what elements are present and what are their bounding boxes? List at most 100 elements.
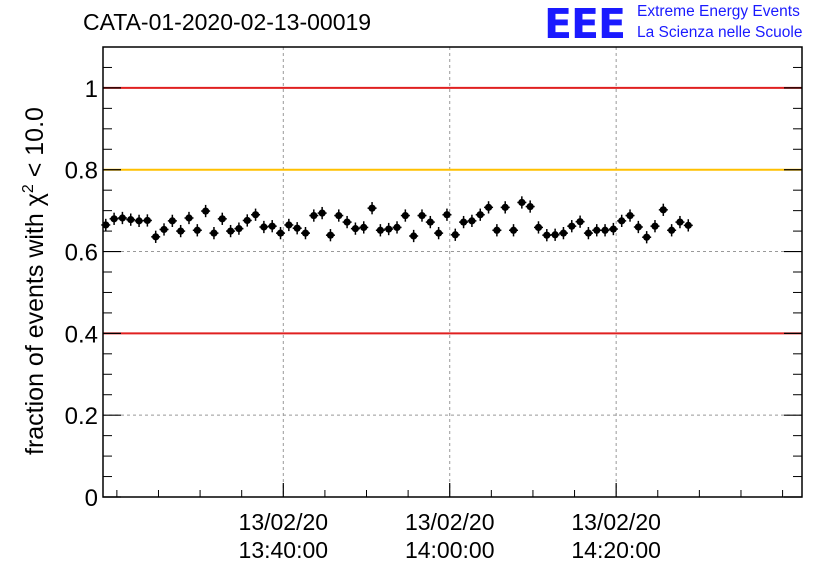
data-point [242, 214, 252, 227]
data-point [276, 227, 286, 240]
point-marker [218, 215, 226, 223]
y-tick-label: 0.4 [65, 321, 98, 348]
point-marker [193, 226, 201, 234]
reference-lines [103, 86, 802, 335]
point-marker [385, 225, 393, 233]
data-point [284, 218, 294, 232]
point-marker [260, 223, 268, 231]
point-marker [584, 229, 593, 237]
data-point [201, 204, 211, 218]
x-axis: 13/02/2013:40:0013/02/2014:00:0013/02/20… [116, 483, 784, 563]
data-point [342, 215, 352, 229]
point-marker [609, 225, 617, 233]
point-marker [301, 229, 310, 237]
y-axis: 0 0.2 0.4 0.6 0.8 1 [65, 66, 802, 512]
plot-frame [102, 46, 803, 498]
data-point [450, 228, 460, 241]
point-marker [451, 231, 459, 239]
data-point [525, 200, 535, 213]
data-point [650, 220, 660, 233]
logo-line1: Extreme Energy Events [637, 3, 800, 20]
data-point [617, 214, 627, 227]
eee-logo: EEE [544, 0, 626, 44]
data-point [533, 221, 543, 234]
point-marker [160, 225, 168, 234]
point-marker [651, 222, 659, 230]
data-point [151, 230, 161, 243]
point-marker [118, 214, 127, 222]
data-point [217, 212, 227, 225]
data-point [209, 227, 219, 240]
data-point [567, 220, 577, 233]
point-marker [518, 198, 526, 207]
point-marker [501, 203, 509, 211]
point-marker [127, 216, 135, 224]
data-point [192, 224, 202, 237]
point-marker [618, 217, 626, 225]
point-marker [226, 227, 235, 235]
point-marker [426, 218, 434, 226]
data-point [625, 209, 635, 222]
data-point [467, 214, 477, 227]
data-point [608, 222, 618, 236]
data-point [633, 220, 643, 234]
data-point [542, 229, 552, 242]
data-point [509, 224, 519, 237]
point-marker [626, 211, 634, 220]
point-marker [243, 216, 251, 225]
data-point [600, 224, 610, 237]
y-tick-label: 1 [85, 76, 98, 103]
data-point [675, 215, 685, 229]
data-point [359, 221, 369, 234]
point-marker [235, 225, 243, 233]
point-marker [659, 206, 667, 214]
data-point [184, 211, 194, 225]
data-point [442, 208, 452, 221]
data-point [484, 201, 494, 214]
data-point [109, 212, 119, 225]
data-point [658, 203, 668, 216]
data-point [134, 214, 144, 227]
data-point [126, 213, 136, 226]
point-marker [526, 202, 534, 211]
point-marker [568, 222, 576, 230]
point-marker [418, 211, 426, 220]
data-point [251, 208, 261, 221]
y-tick-label: 0.8 [65, 158, 98, 185]
data-point [259, 220, 269, 234]
data-point [558, 227, 568, 240]
data-point [384, 222, 394, 236]
point-marker [335, 211, 343, 220]
point-marker [410, 232, 418, 240]
point-marker [484, 203, 493, 211]
y-tick-label: 0.2 [65, 403, 98, 430]
point-marker [668, 226, 676, 234]
data-point [309, 209, 319, 222]
point-marker [293, 224, 301, 232]
data-point [367, 202, 377, 215]
point-marker [102, 221, 110, 229]
point-marker [343, 218, 351, 226]
point-marker [676, 218, 684, 226]
point-marker [543, 231, 551, 239]
data-point [492, 224, 502, 237]
y-tick-label: 0.6 [65, 240, 98, 267]
data-point [434, 227, 444, 240]
data-point [292, 222, 302, 235]
data-point [159, 223, 169, 236]
point-marker [177, 227, 185, 235]
data-point [475, 208, 485, 221]
point-marker [168, 217, 176, 225]
data-point [176, 224, 186, 238]
data-point [317, 206, 327, 220]
data-point [325, 229, 335, 242]
point-marker [351, 225, 360, 233]
logo-line2: La Scienza nelle Scuole [637, 24, 803, 41]
point-marker [276, 229, 285, 237]
data-point [375, 224, 385, 237]
y-axis-label-tail: < 10.0 [21, 107, 49, 184]
point-marker [393, 223, 401, 232]
data-point [459, 215, 469, 229]
data-point [500, 201, 510, 214]
data-point [117, 211, 127, 225]
